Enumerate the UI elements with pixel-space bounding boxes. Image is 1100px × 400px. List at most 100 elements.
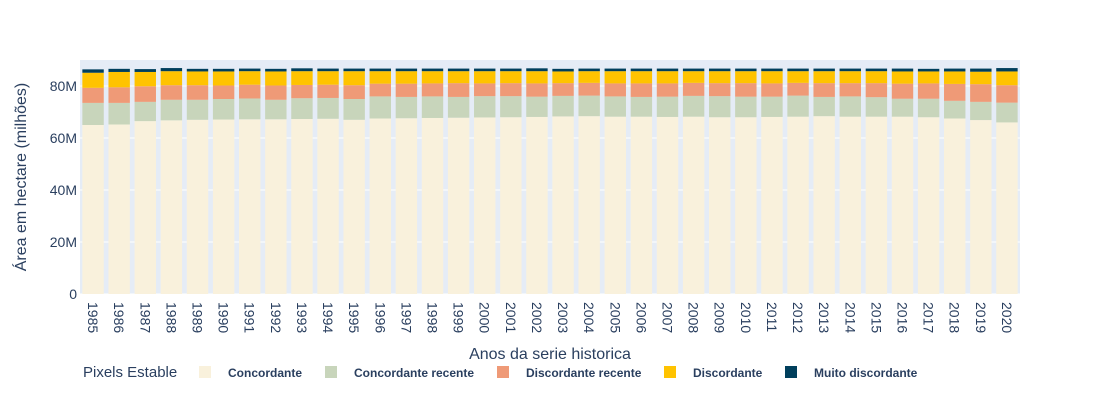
x-tick-label: 2006 [633,302,649,333]
legend-item-label: Discordante recente [526,366,642,380]
bar-segment [552,95,574,117]
bar-segment [343,71,365,86]
y-tick-label: 0 [69,286,77,302]
bar-segment [186,68,209,72]
bar-segment [317,84,339,98]
bar-segment [709,68,731,72]
bar-segment [761,83,783,97]
bar-segment [82,125,104,294]
bar-segment [212,119,235,294]
bar-segment [630,68,653,72]
bar-segment [813,68,835,72]
bar-segment [239,98,261,120]
x-tick-label: 2012 [790,302,806,333]
x-tick-label: 2019 [973,302,989,333]
bar-segment [944,100,966,119]
x-tick-label: 1996 [372,302,388,333]
x-axis-title: Anos da serie historica [469,346,631,363]
bar-segment [239,71,261,85]
bar-segment [395,118,418,295]
bar-segment [421,96,444,118]
bar-segment [656,116,679,294]
bar-segment [239,84,261,99]
bar-segment [317,71,339,85]
bar-segment [709,83,731,97]
bar-segment [108,102,130,125]
bar-segment [186,85,209,100]
bar-segment [134,71,156,87]
bar-segment [82,69,104,73]
bar-segment [160,99,183,121]
bar-segment [212,68,235,72]
x-tick-label: 1997 [398,302,414,333]
bar-segment [839,68,861,72]
bar-segment [186,119,209,294]
bar-segment [891,98,914,117]
bar-segment [108,124,130,294]
x-tick-label: 2003 [555,302,571,333]
bar-segment [134,86,156,102]
x-tick-label: 1992 [268,302,284,333]
bar-segment [996,122,1018,295]
bar-segment [160,120,183,294]
bar-segment [917,98,940,118]
bar-segment [787,71,809,83]
bar-segment [891,83,914,99]
bar-segment [369,71,391,84]
bar-segment [917,83,940,99]
x-tick-label: 1986 [111,302,127,333]
x-tick-label: 2004 [581,302,597,333]
bar-segment [682,68,705,72]
bar-segment [787,116,809,295]
bar-segment [552,83,574,96]
bar-segment [500,71,522,84]
x-tick-label: 1987 [137,302,153,333]
bar-segment [682,116,705,295]
x-tick-label: 1988 [163,302,179,333]
legend-swatch [497,366,509,378]
bar-segment [970,68,992,72]
bar-segment [656,96,679,117]
bar-segment [474,71,496,84]
legend-item-label: Muito discordante [814,366,918,380]
bar-segment [891,68,914,72]
legend-title: Pixels Estable [83,364,177,381]
x-tick-label: 1999 [451,302,467,333]
bar-segment [709,71,731,84]
bar-segment [996,71,1018,86]
bar-segment [108,68,130,72]
bar-segment [813,71,835,84]
bar-segment [578,116,600,294]
legend: Concordante Concordante recente Discordant… [199,366,918,380]
bar-segment [82,87,104,103]
x-tick-label: 2011 [764,302,780,332]
bar-segment [343,99,365,120]
bar-segment [343,68,365,72]
bar-segment [291,119,313,295]
bar-segment [761,116,783,294]
bar-segment [735,117,757,294]
bar-segment [369,68,391,72]
bar-segment [317,68,339,72]
bar-segment [500,83,522,97]
x-tick-label: 2013 [816,302,832,333]
bar-segment [578,95,600,117]
bar-segment [343,85,365,99]
bar-segment [317,97,339,119]
bar-segment [813,116,835,294]
bar-segment [891,116,914,295]
bar-segment [578,71,600,83]
bar-segment [865,71,888,84]
x-tick-label: 2020 [999,302,1015,333]
bar-segment [552,68,574,72]
bar-segment [630,71,653,84]
bar-segment [186,71,209,86]
bar-segment [996,85,1018,103]
x-tick-label: 2001 [503,302,519,333]
bar-segment [917,68,940,72]
bar-segment [395,71,418,84]
bar-segment [474,117,496,295]
bar-segment [761,96,783,117]
bar-segment [944,118,966,294]
